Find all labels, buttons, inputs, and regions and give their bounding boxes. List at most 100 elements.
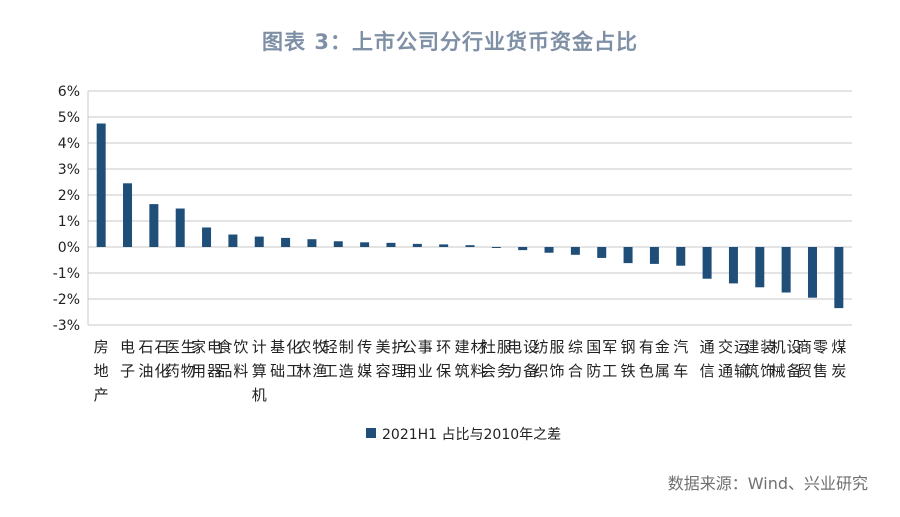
- svg-text:属: 属: [655, 362, 670, 380]
- svg-text:贸: 贸: [797, 362, 812, 380]
- bar: [386, 242, 396, 247]
- x-tick-label: 纺织服饰纺织服饰: [534, 338, 565, 380]
- grid-lines: [87, 90, 852, 326]
- svg-text:工: 工: [602, 362, 617, 380]
- x-tick-label: 机械设备机械设备: [771, 338, 802, 380]
- svg-text:媒: 媒: [357, 362, 372, 380]
- svg-text:军: 军: [602, 338, 617, 356]
- x-tick-label: 公用事业公用事业: [402, 338, 433, 380]
- y-tick-label: 0%: [58, 240, 80, 256]
- svg-text:运: 运: [734, 338, 749, 356]
- svg-text:机: 机: [252, 386, 267, 404]
- svg-text:材: 材: [470, 338, 485, 356]
- svg-text:输: 输: [734, 362, 749, 380]
- svg-text:造: 造: [339, 362, 354, 380]
- x-tick-label: 美容护理美容护理: [375, 338, 406, 380]
- svg-text:公: 公: [402, 338, 417, 356]
- x-tick-label: 电力设备电力设备: [507, 338, 538, 380]
- svg-text:事: 事: [418, 338, 433, 356]
- svg-text:品: 品: [217, 362, 232, 380]
- svg-text:合: 合: [568, 362, 583, 380]
- svg-text:综: 综: [568, 338, 583, 356]
- x-tick-label: 食品饮料食品饮料: [217, 338, 248, 380]
- svg-text:汽: 汽: [673, 338, 688, 356]
- bars: [96, 123, 844, 309]
- svg-text:传: 传: [357, 338, 372, 356]
- bar: [439, 244, 449, 247]
- svg-text:器: 器: [207, 362, 222, 380]
- svg-text:护: 护: [391, 338, 406, 356]
- x-tick-label: 家用电器家用电器: [191, 338, 222, 380]
- svg-text:石: 石: [138, 338, 153, 356]
- svg-text:饮: 饮: [233, 338, 248, 356]
- svg-text:保: 保: [436, 362, 451, 380]
- bar: [702, 247, 712, 279]
- svg-text:色: 色: [639, 362, 654, 380]
- svg-text:物: 物: [181, 362, 196, 380]
- x-tick-label: 轻工制造轻工制造: [323, 338, 354, 380]
- svg-text:炭: 炭: [831, 362, 846, 380]
- svg-text:有: 有: [639, 338, 654, 356]
- svg-text:家: 家: [191, 338, 206, 356]
- svg-text:工: 工: [286, 362, 301, 380]
- svg-text:社: 社: [481, 338, 496, 356]
- bar: [412, 243, 422, 247]
- svg-text:美: 美: [375, 338, 390, 356]
- svg-text:基: 基: [270, 338, 285, 356]
- x-axis-tick-labels: 房地产房地产电子电子石油石化石油石化医药生物医药生物家用电器家用电器食品饮料食品…: [94, 338, 847, 404]
- svg-text:电: 电: [207, 338, 222, 356]
- legend: 2021H1 占比与2010年之差: [366, 427, 561, 443]
- bar: [307, 239, 317, 247]
- svg-text:料: 料: [233, 362, 248, 380]
- bar: [491, 247, 501, 248]
- svg-text:础: 础: [270, 362, 285, 380]
- svg-text:金: 金: [655, 338, 670, 356]
- bar: [544, 247, 554, 253]
- svg-text:防: 防: [586, 362, 601, 380]
- svg-text:装: 装: [760, 338, 775, 356]
- svg-text:地: 地: [94, 362, 109, 380]
- x-tick-label: 煤炭煤炭: [831, 338, 846, 380]
- y-tick-label: 3%: [58, 162, 80, 178]
- svg-text:商: 商: [797, 338, 812, 356]
- svg-text:设: 设: [787, 338, 802, 356]
- x-tick-label: 电子电子: [120, 338, 135, 380]
- y-tick-label: -2%: [53, 292, 80, 308]
- bar: [834, 247, 844, 309]
- svg-text:生: 生: [181, 338, 196, 356]
- svg-text:备: 备: [787, 362, 802, 380]
- x-tick-label: 医药生物医药生物: [165, 338, 196, 380]
- svg-text:服: 服: [497, 338, 512, 356]
- source-note: 数据来源：Wind、兴业研究: [667, 474, 868, 493]
- bar: [149, 204, 159, 247]
- y-tick-label: 1%: [58, 214, 80, 230]
- svg-text:食: 食: [217, 338, 232, 356]
- svg-text:饰: 饰: [760, 362, 775, 380]
- svg-text:料: 料: [470, 362, 485, 380]
- bar: [755, 247, 765, 288]
- bar: [518, 247, 528, 251]
- x-tick-label: 交通运输交通运输: [718, 338, 749, 380]
- x-tick-label: 基础化工基础化工: [270, 338, 301, 380]
- svg-text:石: 石: [154, 338, 169, 356]
- bar: [123, 183, 133, 247]
- x-tick-label: 房地产房地产: [94, 338, 109, 404]
- svg-text:会: 会: [481, 362, 496, 380]
- y-tick-label: -3%: [53, 318, 80, 334]
- chart-title: 图表 3：上市公司分行业货币资金占比: [262, 30, 638, 54]
- svg-text:车: 车: [673, 362, 688, 380]
- bar: [228, 234, 238, 247]
- bar: [807, 247, 817, 298]
- x-tick-label: 环保环保: [436, 338, 451, 380]
- svg-text:力: 力: [507, 362, 522, 380]
- x-tick-label: 汽车汽车: [673, 338, 688, 380]
- y-tick-label: 2%: [58, 188, 80, 204]
- svg-text:饰: 饰: [550, 362, 565, 380]
- bar: [96, 123, 106, 247]
- svg-text:子: 子: [120, 362, 135, 380]
- svg-text:信: 信: [700, 362, 715, 380]
- y-tick-label: 4%: [58, 136, 80, 152]
- svg-text:轻: 轻: [323, 338, 338, 356]
- svg-text:设: 设: [523, 338, 538, 356]
- bar: [254, 236, 264, 247]
